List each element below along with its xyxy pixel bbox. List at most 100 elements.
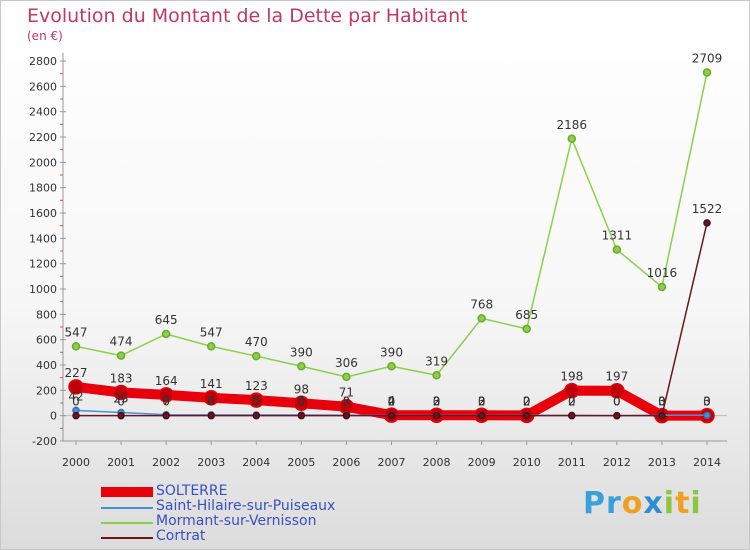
data-label-cortrat: 0 — [207, 395, 215, 409]
data-label-mormant-sur-vernisson: 1311 — [602, 229, 633, 243]
y-tick-label: 200 — [36, 384, 57, 397]
y-tick-label: -200 — [32, 435, 57, 448]
data-label-cortrat: 0 — [613, 395, 621, 409]
data-point-solterre — [68, 379, 84, 395]
data-label-mormant-sur-vernisson: 319 — [425, 354, 448, 368]
data-label-solterre: 2 — [523, 394, 531, 408]
data-point-solterre — [203, 390, 219, 406]
data-label-solterre: 0 — [703, 395, 711, 409]
data-label-cortrat: 0 — [433, 395, 441, 409]
legend-swatch-saint-hilaire-sur-puiseaux — [101, 507, 153, 509]
data-label-saint-hilaire-sur-puiseaux: 2 — [478, 394, 486, 408]
data-label-mormant-sur-vernisson: 470 — [245, 335, 268, 349]
data-label-mormant-sur-vernisson: 547 — [200, 325, 223, 339]
data-label-saint-hilaire-sur-puiseaux: 7 — [162, 394, 170, 408]
data-label-cortrat: 0 — [478, 395, 486, 409]
data-label-cortrat: 0 — [72, 395, 80, 409]
x-tick-label: 2004 — [242, 456, 270, 469]
data-point-saint-hilaire-sur-puiseaux — [703, 411, 711, 420]
series-layer — [68, 68, 715, 424]
x-tick-label: 2000 — [62, 456, 90, 469]
data-label-cortrat: 0 — [298, 395, 306, 409]
data-label-solterre: 141 — [200, 377, 223, 391]
data-label-mormant-sur-vernisson: 306 — [335, 356, 358, 370]
data-label-cortrat: 0 — [252, 395, 260, 409]
data-label-solterre: 198 — [560, 370, 583, 384]
data-label-saint-hilaire-sur-puiseaux: 3 — [658, 394, 666, 408]
data-point-solterre — [293, 395, 310, 412]
logo-letter: r — [606, 486, 622, 521]
data-label-cortrat: 0 — [523, 395, 531, 409]
data-label-saint-hilaire-sur-puiseaux: 5 — [252, 394, 260, 408]
data-label-mormant-sur-vernisson: 2709 — [692, 52, 723, 66]
x-tick-label: 2014 — [693, 456, 721, 469]
y-tick-label: 800 — [36, 308, 57, 321]
data-point-mormant-sur-vernisson — [297, 362, 306, 371]
data-point-solterre — [609, 382, 625, 399]
data-label-saint-hilaire-sur-puiseaux: 25 — [113, 392, 128, 406]
y-tick-label: 0 — [50, 410, 57, 423]
data-point-mormant-sur-vernisson — [71, 342, 81, 351]
data-label-mormant-sur-vernisson: 768 — [470, 297, 493, 311]
data-label-solterre: 183 — [110, 371, 133, 385]
data-label-mormant-sur-vernisson: 685 — [515, 308, 538, 322]
data-label-saint-hilaire-sur-puiseaux: 3 — [343, 394, 351, 408]
data-point-cortrat — [387, 411, 396, 420]
data-point-mormant-sur-vernisson — [387, 362, 396, 371]
data-label-cortrat: 0 — [162, 395, 170, 409]
data-label-saint-hilaire-sur-puiseaux: 2 — [388, 394, 396, 408]
data-point-cortrat — [703, 219, 711, 227]
legend-label-solterre: SOLTERRE — [156, 483, 228, 499]
logo-letter: x — [643, 486, 664, 521]
x-tick-label: 2002 — [152, 456, 180, 469]
data-point-mormant-sur-vernisson — [522, 324, 531, 334]
x-tick-label: 2008 — [423, 456, 451, 469]
logo-letter: P — [583, 486, 606, 521]
data-label-saint-hilaire-sur-puiseaux: 2 — [568, 394, 576, 408]
legend-swatch-cortrat — [101, 537, 153, 539]
data-label-solterre: 197 — [605, 370, 628, 384]
y-tick-label: 1800 — [29, 182, 57, 195]
data-point-mormant-sur-vernisson — [116, 351, 126, 360]
legend-label-cortrat: Cortrat — [156, 528, 206, 544]
data-label-cortrat: 0 — [117, 395, 125, 409]
data-point-cortrat — [477, 411, 486, 420]
data-label-solterre: 123 — [245, 379, 268, 393]
data-label-mormant-sur-vernisson: 390 — [380, 345, 403, 359]
data-label-saint-hilaire-sur-puiseaux: 42 — [68, 389, 83, 403]
data-point-cortrat — [207, 411, 215, 420]
data-label-cortrat: 1522 — [692, 202, 723, 216]
data-point-mormant-sur-vernisson — [342, 372, 351, 382]
data-point-mormant-sur-vernisson — [477, 314, 486, 323]
data-point-cortrat — [522, 411, 531, 420]
data-label-mormant-sur-vernisson: 547 — [65, 325, 88, 339]
logo-letter: t — [675, 486, 691, 521]
data-label-cortrat: 0 — [343, 395, 351, 409]
y-tick-label: 600 — [36, 334, 57, 347]
data-point-cortrat — [432, 411, 441, 420]
x-tick-label: 2006 — [332, 456, 360, 469]
y-tick-label: 400 — [36, 359, 57, 372]
data-point-mormant-sur-vernisson — [702, 68, 712, 77]
y-tick-label: 1200 — [29, 258, 57, 271]
data-point-cortrat — [613, 411, 621, 420]
data-label-mormant-sur-vernisson: 645 — [155, 313, 178, 327]
data-label-mormant-sur-vernisson: 1016 — [647, 266, 678, 280]
data-point-cortrat — [568, 411, 576, 420]
x-tick-label: 2003 — [197, 456, 225, 469]
data-point-mormant-sur-vernisson — [161, 329, 171, 339]
data-label-solterre: 164 — [155, 374, 178, 388]
data-label-saint-hilaire-sur-puiseaux: 0 — [613, 395, 621, 409]
data-point-cortrat — [117, 411, 125, 420]
x-tick-label: 2010 — [513, 456, 541, 469]
data-point-mormant-sur-vernisson — [432, 371, 441, 380]
data-point-mormant-sur-vernisson — [252, 351, 261, 361]
x-tick-label: 2001 — [107, 456, 135, 469]
data-label-solterre: 3 — [478, 394, 486, 408]
data-label-mormant-sur-vernisson: 2186 — [557, 118, 588, 132]
series-line-mormant-sur-vernisson — [75, 71, 708, 378]
x-tick-label: 2013 — [648, 456, 676, 469]
data-label-solterre: 98 — [294, 382, 309, 396]
